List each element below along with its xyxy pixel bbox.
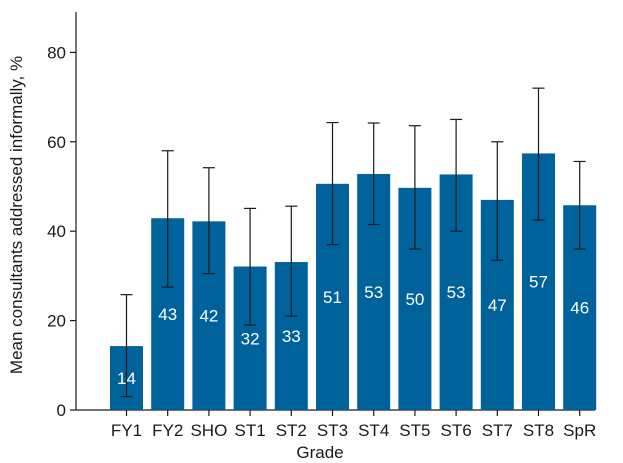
y-ticks: 0 20 40 60 80 [47, 43, 76, 420]
y-axis-title: Mean consultants addressed informally, % [7, 56, 26, 374]
data-labels: 14 43 42 32 33 51 53 50 53 47 57 46 [117, 273, 589, 388]
x-tick-label: ST3 [317, 421, 348, 440]
x-axis-title: Grade [296, 443, 343, 462]
x-tick-label: SpR [563, 421, 596, 440]
data-label-st3: 51 [323, 288, 342, 307]
data-label-fy2: 43 [158, 305, 177, 324]
x-tick-label: ST6 [441, 421, 472, 440]
x-tick-label: SHO [190, 421, 227, 440]
y-tick-label: 0 [57, 401, 66, 420]
x-tick-label: ST7 [482, 421, 513, 440]
x-ticks: FY1 FY2 SHO ST1 ST2 ST3 ST4 ST5 ST6 ST7 ST8 SpR [111, 410, 596, 440]
data-label-st5: 50 [405, 290, 424, 309]
data-label-sho: 42 [199, 307, 218, 326]
data-label-st7: 47 [488, 296, 507, 315]
x-tick-label: ST5 [399, 421, 430, 440]
data-label-st6: 53 [447, 283, 466, 302]
data-label-fy1: 14 [117, 369, 136, 388]
data-label-st1: 32 [241, 329, 260, 348]
x-tick-label: FY1 [111, 421, 142, 440]
data-label-st4: 53 [364, 283, 383, 302]
y-tick-label: 60 [47, 133, 66, 152]
y-tick-label: 80 [47, 43, 66, 62]
error-bars [120, 87, 586, 398]
x-tick-label: ST4 [358, 421, 389, 440]
y-tick-label: 40 [47, 222, 66, 241]
x-tick-label: ST2 [276, 421, 307, 440]
x-tick-label: FY2 [152, 421, 183, 440]
x-tick-label: ST8 [523, 421, 554, 440]
data-label-st8: 57 [529, 273, 548, 292]
data-label-st2: 33 [282, 327, 301, 346]
data-label-spr: 46 [570, 299, 589, 318]
bars [110, 153, 597, 410]
y-tick-label: 20 [47, 312, 66, 331]
x-tick-label: ST1 [235, 421, 266, 440]
